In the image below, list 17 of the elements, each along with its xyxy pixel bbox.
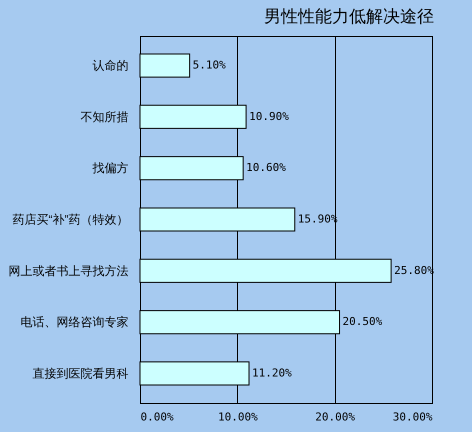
data-label: 5.10% bbox=[192, 58, 226, 72]
data-label: 20.50% bbox=[342, 315, 383, 328]
y-tick-label: 直接到医院看男科 bbox=[32, 366, 128, 380]
x-tick-label: 20.00% bbox=[315, 410, 356, 424]
data-label: 10.90% bbox=[249, 110, 290, 123]
y-tick-label: 电话、网络咨询专家 bbox=[20, 315, 128, 330]
data-label: 10.60% bbox=[246, 161, 286, 174]
y-tick-label: 网上或者书上寻找方法 bbox=[8, 264, 128, 278]
chart-title: 男性性能力低解决途径 bbox=[264, 7, 434, 26]
data-label: 11.20% bbox=[252, 366, 292, 380]
y-tick-label: 找偏方 bbox=[92, 161, 128, 176]
x-tick-label: 10.00% bbox=[218, 410, 258, 424]
x-tick-label: 0.00% bbox=[140, 410, 174, 424]
y-tick-label: 药店买“补”药（特效） bbox=[12, 212, 128, 226]
y-tick-label: 不知所措 bbox=[80, 110, 128, 124]
y-tick-label: 认命的 bbox=[92, 58, 128, 73]
x-tick-label: 30.00% bbox=[392, 410, 433, 424]
